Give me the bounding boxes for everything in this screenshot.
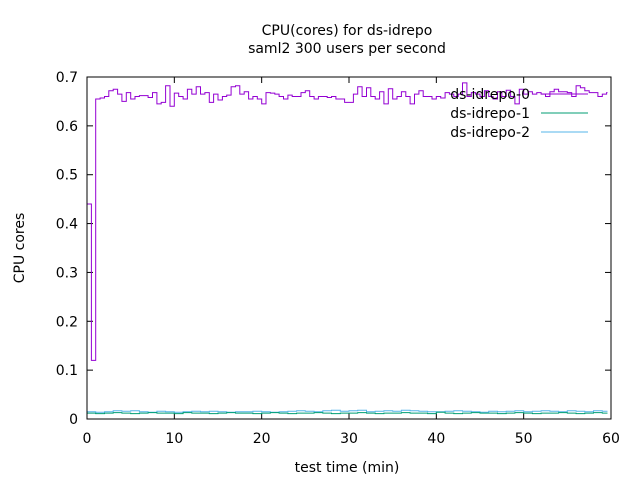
series-line-ds-idrepo-1 bbox=[87, 411, 608, 415]
legend-label: ds-idrepo-2 bbox=[450, 125, 530, 141]
y-tick-label: 0.5 bbox=[56, 168, 78, 184]
x-tick-label: 30 bbox=[340, 431, 358, 447]
y-tick-label: 0.4 bbox=[56, 217, 78, 233]
series-line-ds-idrepo-2 bbox=[87, 409, 608, 413]
y-tick-label: 0.2 bbox=[56, 314, 78, 330]
y-tick-label: 0 bbox=[69, 412, 78, 428]
legend-label: ds-idrepo-0 bbox=[450, 87, 530, 103]
x-tick-label: 60 bbox=[602, 431, 620, 447]
plot-frame bbox=[86, 76, 612, 420]
x-axis-label: test time (min) bbox=[295, 460, 400, 476]
y-tick-label: 0.1 bbox=[56, 363, 78, 379]
legend-label: ds-idrepo-1 bbox=[450, 106, 530, 122]
x-tick-label: 50 bbox=[515, 431, 533, 447]
y-tick-label: 0.7 bbox=[56, 70, 78, 86]
y-tick-label: 0.6 bbox=[56, 119, 78, 135]
series-line-ds-idrepo-0 bbox=[87, 82, 608, 361]
x-tick-label: 10 bbox=[165, 431, 183, 447]
chart-title: CPU(cores) for ds-idrepo bbox=[262, 23, 433, 39]
y-axis-label: CPU cores bbox=[12, 213, 28, 284]
x-tick-label: 0 bbox=[83, 431, 92, 447]
chart-subtitle: saml2 300 users per second bbox=[248, 41, 446, 57]
y-tick-label: 0.3 bbox=[56, 265, 78, 281]
x-tick-label: 40 bbox=[427, 431, 445, 447]
x-tick-label: 20 bbox=[253, 431, 271, 447]
